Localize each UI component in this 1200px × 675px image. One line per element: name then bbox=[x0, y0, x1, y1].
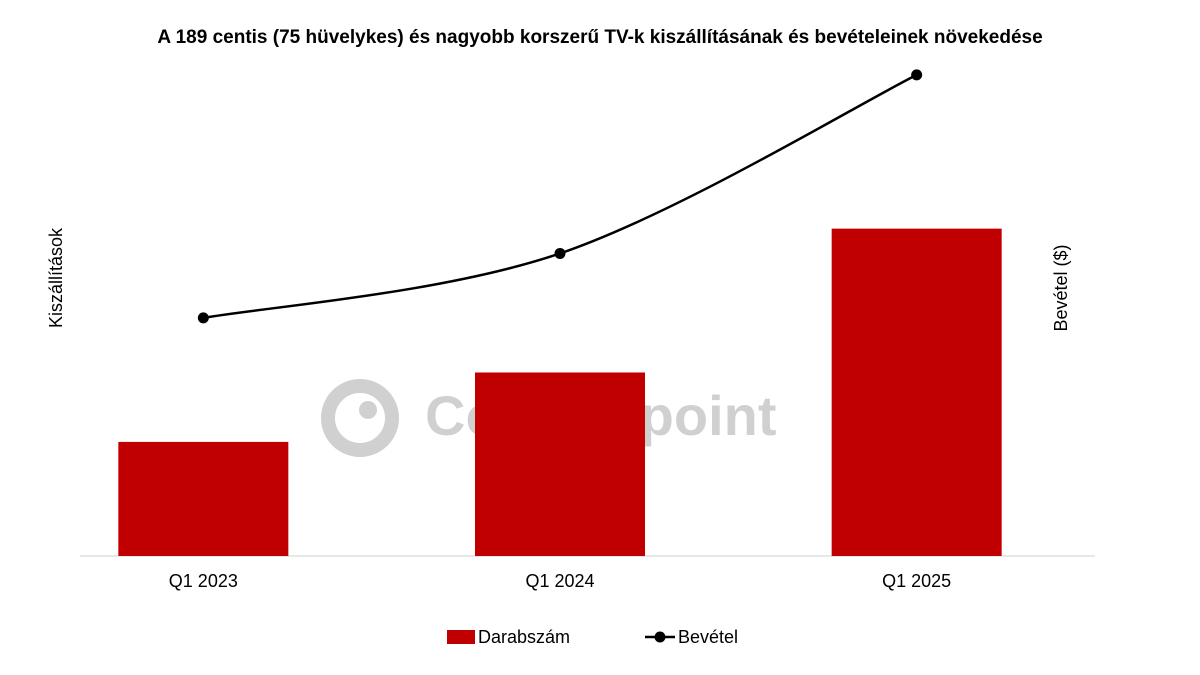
x-tick-label: Q1 2025 bbox=[882, 571, 951, 591]
line bbox=[203, 73, 918, 320]
legend-swatch bbox=[447, 630, 475, 644]
bar bbox=[118, 441, 289, 556]
bar bbox=[475, 372, 645, 556]
x-tick-label: Q1 2024 bbox=[525, 571, 594, 591]
legend-label: Darabszám bbox=[478, 627, 570, 647]
legend-label: Bevétel bbox=[678, 627, 738, 647]
line-marker bbox=[554, 247, 566, 259]
line-marker bbox=[911, 69, 923, 81]
line-marker bbox=[197, 312, 209, 324]
x-tick-label: Q1 2023 bbox=[169, 571, 238, 591]
legend-marker bbox=[654, 631, 666, 643]
y2-axis-label: Bevétel ($) bbox=[1051, 244, 1071, 331]
chart-title: A 189 centis (75 hüvelykes) és nagyobb k… bbox=[157, 27, 1042, 48]
watermark-logo bbox=[321, 379, 399, 457]
bar bbox=[831, 228, 1002, 556]
y-axis-label: Kiszállítások bbox=[46, 227, 66, 328]
watermark-logo-dot bbox=[359, 401, 377, 419]
